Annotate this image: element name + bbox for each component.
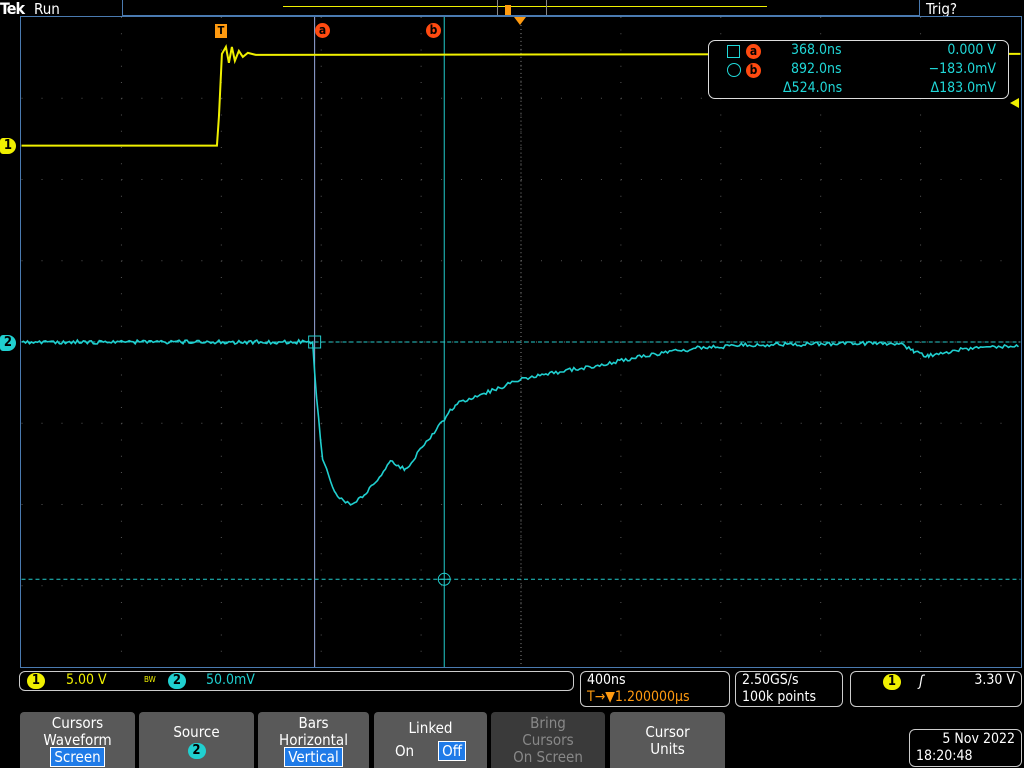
trigger-marker: T xyxy=(215,24,227,38)
acquisition-settings[interactable]: 2.50GS/s 100k points xyxy=(735,671,843,707)
softkey-source[interactable]: Source 2 xyxy=(139,712,254,768)
linked-off-option[interactable]: Off xyxy=(438,741,466,761)
cursor-a-time: 368.0ns xyxy=(791,42,842,58)
cursor-a-square-icon xyxy=(727,45,740,58)
cursor-a-marker[interactable]: a xyxy=(315,23,330,38)
ch1-badge: 1 xyxy=(27,673,45,689)
trigger-position-icon xyxy=(514,17,526,25)
rising-edge-icon: ʃ xyxy=(919,672,924,690)
date-time-display[interactable]: 5 Nov 2022 18:20:48 xyxy=(909,729,1022,767)
delta-time: Δ524.0ns xyxy=(783,80,842,96)
softkey-label: Source xyxy=(139,724,254,741)
record-length: 100k points xyxy=(742,689,842,706)
linked-on-option[interactable]: On xyxy=(395,742,414,760)
softkey-label: Bars Horizontal xyxy=(258,715,369,749)
delta-value: Δ183.0mV xyxy=(930,80,996,96)
horizontal-settings[interactable]: 400ns T→▼1.200000µs xyxy=(580,671,730,707)
channel-scale-bar[interactable]: 1 5.00 V BW 2 50.0mV xyxy=(19,671,574,691)
trigger-source-badge: 1 xyxy=(883,674,901,690)
softkey-label: Cursors Waveform xyxy=(20,715,135,749)
trigger-level: 3.30 V xyxy=(974,672,1015,688)
date: 5 Nov 2022 xyxy=(916,731,1015,748)
trigger-position-icon xyxy=(505,5,511,15)
softkey-value: Vertical xyxy=(284,747,342,767)
cursor-b-value: −183.0mV xyxy=(929,61,996,77)
softkey-cursors-waveform[interactable]: Cursors Waveform Screen xyxy=(20,712,135,768)
cursor-b-badge: b xyxy=(746,63,761,78)
horizontal-delay: T→▼1.200000µs xyxy=(587,689,729,706)
softkey-bars[interactable]: Bars Horizontal Vertical xyxy=(258,712,369,768)
time: 18:20:48 xyxy=(916,748,1015,765)
cursor-readout: a 368.0ns 0.000 V b 892.0ns −183.0mV Δ52… xyxy=(708,40,1009,99)
time-per-division: 400ns xyxy=(587,672,729,689)
sample-rate: 2.50GS/s xyxy=(742,672,842,689)
ch2-trace xyxy=(22,340,1019,505)
ch2-badge: 2 xyxy=(168,673,186,689)
softkey-label: Linked xyxy=(374,720,487,737)
cursor-b-marker[interactable]: b xyxy=(426,23,441,38)
waveform-graticule[interactable] xyxy=(20,16,1022,668)
cursor-b-circle-icon xyxy=(727,63,741,77)
bandwidth-limit-icon: BW xyxy=(144,675,156,684)
softkey-cursor-units[interactable]: Cursor Units xyxy=(610,712,725,768)
ch1-scale: 5.00 V xyxy=(66,672,107,688)
cursor-b-time: 892.0ns xyxy=(791,61,842,77)
ch2-scale: 50.0mV xyxy=(206,672,255,688)
cursor-a-badge: a xyxy=(746,44,761,59)
softkey-linked[interactable]: Linked On Off xyxy=(374,712,487,768)
cursor-a-value: 0.000 V xyxy=(947,42,996,58)
ch1-ground-marker[interactable]: 1 xyxy=(0,138,16,154)
record-overview[interactable] xyxy=(122,0,920,16)
source-ch2-badge: 2 xyxy=(188,743,206,759)
softkey-value: Screen xyxy=(50,747,104,767)
ch2-ground-marker[interactable]: 2 xyxy=(0,335,16,351)
trigger-settings[interactable]: 1 ʃ 3.30 V xyxy=(850,671,1022,707)
trigger-level-icon[interactable] xyxy=(1010,98,1019,108)
softkey-bring-cursors-on-screen[interactable]: Bring Cursors On Screen xyxy=(491,712,605,768)
